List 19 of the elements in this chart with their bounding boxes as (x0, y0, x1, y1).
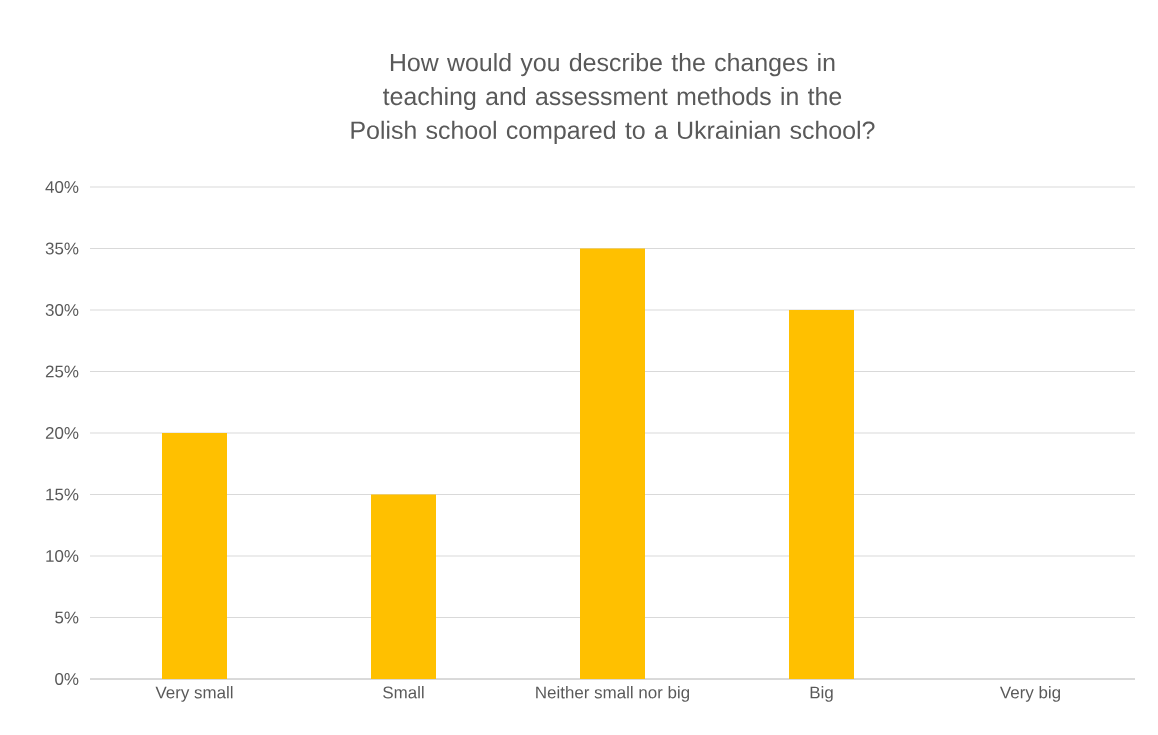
y-tick-label: 35% (45, 242, 79, 255)
x-tick-label: Very big (999, 686, 1060, 702)
y-tick-label: 30% (45, 304, 79, 316)
y-tick-label: 20% (45, 427, 79, 439)
chart-title: How would you describe the changes in teaching and assessment methods in the Polish school compared to a Ukrainian school? (351, 53, 875, 144)
y-tick-label: 25% (45, 365, 79, 378)
y-tick-label: 15% (46, 488, 79, 501)
x-tick-label: Big (810, 686, 833, 702)
x-tick-label: Neither small nor big (536, 686, 690, 702)
x-tick-label: Very small (155, 686, 233, 702)
y-tick-label: 0% (55, 673, 79, 685)
bar (580, 248, 645, 679)
y-tick-label: 5% (55, 611, 79, 624)
y-tick-label: 10% (46, 550, 79, 562)
bar (371, 494, 436, 679)
x-tick-label: Small (383, 686, 424, 699)
y-tick-label: 40% (45, 181, 79, 193)
bar (162, 433, 227, 679)
bar (789, 310, 854, 679)
